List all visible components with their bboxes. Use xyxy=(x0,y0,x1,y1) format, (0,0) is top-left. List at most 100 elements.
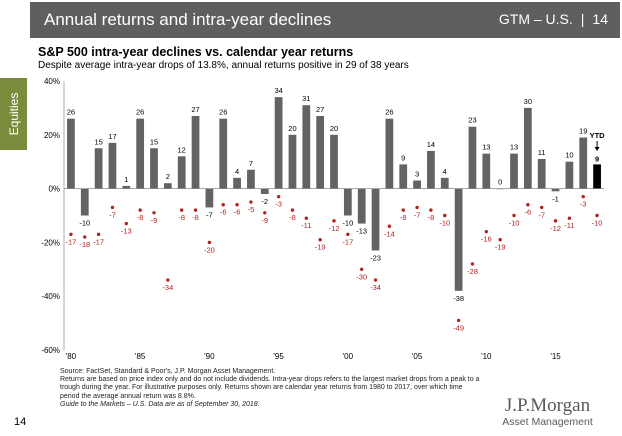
return-label: 10 xyxy=(565,151,573,160)
return-bar xyxy=(67,118,75,189)
chart-title: S&P 500 intra-year declines vs. calendar… xyxy=(38,45,354,59)
return-label: 15 xyxy=(150,137,158,146)
decline-label: -20 xyxy=(204,245,215,254)
return-bar xyxy=(440,177,449,189)
x-tick-label: '00 xyxy=(343,352,354,361)
return-label: 9 xyxy=(595,154,599,163)
x-tick-label: '80 xyxy=(66,352,77,361)
decline-dot xyxy=(567,216,572,220)
chart-subtitle: Despite average intra-year drops of 13.8… xyxy=(38,60,409,71)
return-bar xyxy=(191,115,200,189)
decline-label: -8 xyxy=(192,213,199,222)
footnote-note: Returns are based on price index only an… xyxy=(60,376,480,400)
side-tab-equities[interactable]: Equities xyxy=(0,78,27,150)
logo-subtitle: Asset Management xyxy=(502,416,593,428)
decline-dot xyxy=(83,235,87,239)
decline-dot xyxy=(249,200,253,204)
x-tick-label: '95 xyxy=(273,352,284,361)
decline-label: -9 xyxy=(151,216,158,225)
return-bar xyxy=(233,177,241,189)
ytd-label: YTD xyxy=(590,131,606,140)
decline-label: -8 xyxy=(400,213,407,222)
return-label: 27 xyxy=(316,105,324,114)
x-tick-label: '10 xyxy=(481,352,492,361)
decline-dot xyxy=(346,232,350,237)
return-label: 34 xyxy=(274,86,282,95)
decline-dot xyxy=(290,208,295,212)
return-bar xyxy=(565,161,574,189)
return-label: 14 xyxy=(427,140,435,149)
decline-dot xyxy=(110,205,115,210)
decline-label: -7 xyxy=(414,210,421,219)
decline-dot xyxy=(512,213,516,218)
return-label: 13 xyxy=(482,143,490,152)
decline-label: -12 xyxy=(329,224,340,233)
return-label: 9 xyxy=(401,153,405,162)
decline-label: -13 xyxy=(121,227,132,236)
decline-dot xyxy=(304,216,309,220)
decline-label: -8 xyxy=(428,213,435,222)
return-bar xyxy=(427,150,435,189)
return-bar xyxy=(260,188,269,194)
decline-label: -16 xyxy=(481,235,492,244)
decline-dot xyxy=(456,318,461,323)
decline-label: -10 xyxy=(509,219,520,228)
return-label: -7 xyxy=(206,210,213,219)
return-bar xyxy=(150,148,158,189)
decline-label: -17 xyxy=(342,237,353,246)
return-label: 4 xyxy=(443,167,447,176)
decline-label: -6 xyxy=(525,208,532,217)
y-tick-label: -40% xyxy=(41,292,60,301)
decline-label: -3 xyxy=(580,200,587,209)
return-label: -38 xyxy=(453,294,464,303)
decline-dot xyxy=(69,232,73,237)
decline-dot xyxy=(359,267,364,271)
return-label: 4 xyxy=(235,167,239,176)
x-tick-label: '15 xyxy=(550,352,561,361)
decline-label: -3 xyxy=(275,200,282,209)
return-label: 26 xyxy=(136,108,144,117)
return-bar xyxy=(399,164,408,189)
ytd-arrow-head xyxy=(594,147,600,151)
return-bar xyxy=(385,118,394,189)
return-bar xyxy=(108,142,117,189)
decline-dot xyxy=(526,203,530,207)
return-bar xyxy=(177,156,186,189)
decline-label: -11 xyxy=(564,221,574,230)
y-tick-label: 40% xyxy=(44,77,60,86)
return-bar xyxy=(537,159,546,189)
return-label: 1 xyxy=(124,175,128,184)
jpmorgan-logo: J.P.Morgan Asset Management xyxy=(480,395,615,428)
return-bar xyxy=(510,153,518,189)
decline-label: -6 xyxy=(220,208,227,217)
decline-label: -18 xyxy=(79,240,90,249)
y-tick-label: 0% xyxy=(48,185,60,194)
return-bar xyxy=(316,115,325,189)
return-label: 13 xyxy=(510,143,518,152)
y-tick-label: -60% xyxy=(41,346,60,355)
return-bar xyxy=(371,188,380,251)
decline-dot xyxy=(429,208,433,212)
decline-dot xyxy=(539,205,544,210)
decline-label: -7 xyxy=(538,210,545,219)
return-label: 3 xyxy=(415,170,419,179)
return-label: 12 xyxy=(178,145,186,154)
decline-dot xyxy=(595,213,599,218)
return-bar xyxy=(343,188,352,216)
return-label: -13 xyxy=(356,227,367,236)
return-label: -1 xyxy=(552,194,559,203)
decline-dot xyxy=(235,203,239,207)
decline-label: -19 xyxy=(315,243,326,252)
decline-dot xyxy=(276,194,281,199)
decline-dot xyxy=(498,238,502,242)
decline-label: -11 xyxy=(301,221,311,230)
decline-dot xyxy=(221,203,225,207)
x-tick-label: '05 xyxy=(412,352,423,361)
return-bar xyxy=(136,118,145,189)
decline-dot xyxy=(553,219,558,223)
return-label: 2 xyxy=(166,172,170,181)
return-bar xyxy=(163,183,172,189)
decline-label: -28 xyxy=(467,267,478,276)
decline-dot xyxy=(484,229,489,234)
return-label: 26 xyxy=(67,108,75,117)
